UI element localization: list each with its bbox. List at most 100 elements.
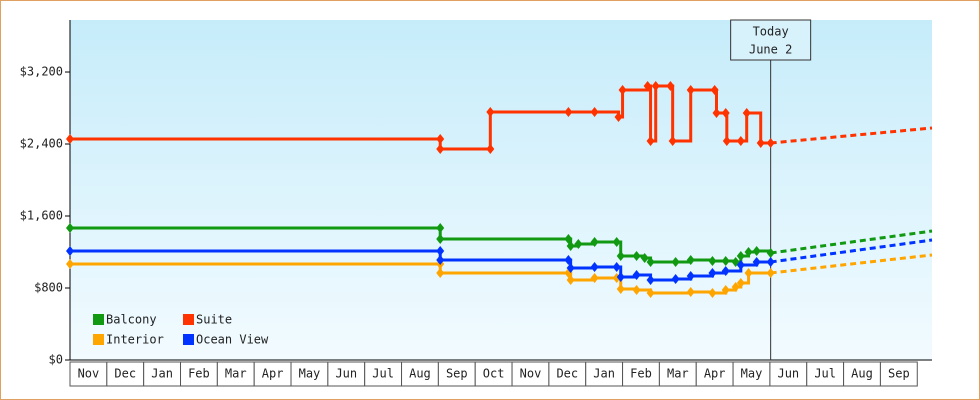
point bbox=[744, 247, 753, 258]
point bbox=[651, 81, 660, 92]
legend-swatch bbox=[93, 334, 104, 345]
point bbox=[632, 284, 641, 295]
point bbox=[668, 136, 677, 147]
point bbox=[646, 274, 655, 285]
point bbox=[566, 263, 575, 274]
point bbox=[564, 255, 573, 266]
x-tick-label: Feb bbox=[188, 367, 210, 381]
x-tick-cell bbox=[180, 361, 218, 387]
point bbox=[486, 106, 495, 117]
point bbox=[66, 258, 74, 269]
x-tick-label: Sep bbox=[888, 367, 910, 381]
x-tick-cell bbox=[143, 361, 182, 387]
x-tick-cell bbox=[732, 361, 771, 387]
point bbox=[736, 259, 745, 270]
point bbox=[722, 136, 731, 147]
point bbox=[616, 283, 625, 294]
point bbox=[736, 277, 745, 288]
point bbox=[708, 288, 717, 299]
plot-area bbox=[70, 20, 932, 360]
point bbox=[436, 222, 445, 233]
point bbox=[736, 250, 745, 261]
forecast-line bbox=[770, 229, 933, 255]
point bbox=[66, 133, 74, 144]
x-tick-label: Jun bbox=[335, 367, 357, 381]
point bbox=[646, 288, 655, 299]
point bbox=[436, 255, 445, 266]
x-tick-cell bbox=[401, 361, 439, 387]
forecast-line bbox=[770, 253, 933, 275]
point bbox=[590, 262, 599, 273]
x-tick-cell bbox=[622, 361, 660, 387]
point bbox=[666, 81, 675, 92]
point bbox=[686, 85, 695, 96]
forecast-line bbox=[770, 126, 933, 145]
x-tick-label: Jul bbox=[814, 367, 836, 381]
point bbox=[616, 250, 625, 261]
point bbox=[708, 267, 717, 278]
point bbox=[614, 112, 623, 123]
legend-label: Ocean View bbox=[196, 333, 269, 347]
point bbox=[574, 238, 583, 249]
point bbox=[618, 85, 627, 96]
legend-label: Balcony bbox=[106, 313, 157, 327]
point bbox=[731, 282, 740, 293]
point bbox=[632, 270, 641, 281]
x-tick-label: Nov bbox=[78, 367, 100, 381]
point bbox=[566, 240, 575, 251]
point bbox=[744, 267, 753, 278]
x-tick-label: Dec bbox=[114, 367, 136, 381]
x-tick-cell bbox=[511, 361, 550, 387]
legend-swatch bbox=[183, 314, 194, 325]
legend-swatch bbox=[183, 334, 194, 345]
point bbox=[752, 246, 761, 257]
point bbox=[436, 267, 445, 278]
point bbox=[766, 267, 775, 278]
point bbox=[646, 256, 655, 267]
x-tick-label: Feb bbox=[630, 367, 652, 381]
point bbox=[710, 85, 719, 96]
point bbox=[721, 256, 730, 267]
forecast-line bbox=[770, 238, 933, 264]
point bbox=[566, 274, 575, 285]
x-tick-cell bbox=[327, 361, 366, 387]
x-tick-label: Sep bbox=[446, 367, 468, 381]
point bbox=[436, 234, 445, 245]
x-tick-label: Dec bbox=[556, 367, 578, 381]
point bbox=[686, 271, 695, 282]
x-tick-cell bbox=[69, 361, 108, 387]
x-tick-label: Mar bbox=[667, 367, 689, 381]
point bbox=[590, 237, 599, 248]
point bbox=[590, 273, 599, 284]
x-tick-label: Aug bbox=[851, 367, 873, 381]
point bbox=[564, 106, 573, 117]
today-label: Today bbox=[753, 25, 789, 39]
y-tick-label: $2,400 bbox=[20, 137, 63, 151]
x-tick-label: Oct bbox=[483, 367, 505, 381]
x-tick-cell bbox=[806, 361, 845, 387]
x-tick-cell bbox=[879, 361, 918, 387]
x-tick-label: Jan bbox=[151, 367, 173, 381]
point bbox=[616, 272, 625, 283]
point bbox=[766, 247, 775, 258]
point bbox=[736, 136, 745, 147]
series-line bbox=[70, 84, 771, 151]
point bbox=[436, 144, 445, 155]
y-tick-label: $0 bbox=[49, 353, 63, 367]
x-tick-label: Jun bbox=[777, 367, 799, 381]
point bbox=[671, 274, 680, 285]
point bbox=[721, 284, 730, 295]
point bbox=[612, 262, 621, 273]
x-tick-cell bbox=[106, 361, 145, 387]
point bbox=[612, 237, 621, 248]
point bbox=[686, 286, 695, 297]
point bbox=[708, 256, 717, 267]
legend-swatch bbox=[93, 314, 104, 325]
point bbox=[640, 253, 649, 264]
point bbox=[742, 108, 751, 119]
legend-label: Suite bbox=[196, 313, 232, 327]
x-tick-label: Mar bbox=[225, 367, 247, 381]
point bbox=[66, 246, 74, 257]
x-tick-label: Apr bbox=[704, 367, 726, 381]
